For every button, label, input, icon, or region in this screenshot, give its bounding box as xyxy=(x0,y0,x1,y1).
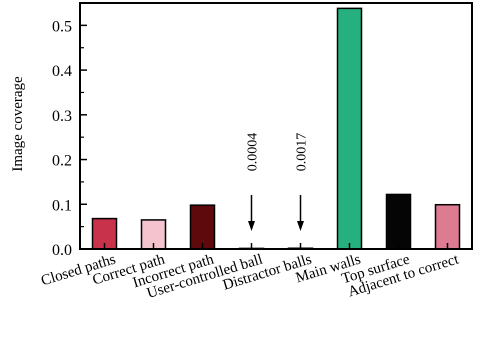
bar-2 xyxy=(189,204,216,250)
y-tick-label-2: 0.2 xyxy=(52,153,72,170)
annotation-label-1: 0.0017 xyxy=(295,133,310,172)
annotation-arrowhead-0 xyxy=(248,221,255,231)
y-axis-label: Image coverage xyxy=(10,76,26,172)
y-tick-label-1: 0.1 xyxy=(52,197,72,214)
y-tick-label-0: 0.0 xyxy=(52,242,72,259)
annotation-label-0: 0.0004 xyxy=(246,133,261,172)
annotation-arrowhead-1 xyxy=(297,221,304,231)
plot-frame xyxy=(79,2,473,250)
y-tick-label-4: 0.4 xyxy=(52,63,72,80)
bar-5 xyxy=(336,7,363,250)
y-tick-label-5: 0.5 xyxy=(52,18,72,35)
y-tick-label-3: 0.3 xyxy=(52,108,72,125)
bar-7 xyxy=(434,203,461,250)
bar-6 xyxy=(385,193,412,250)
